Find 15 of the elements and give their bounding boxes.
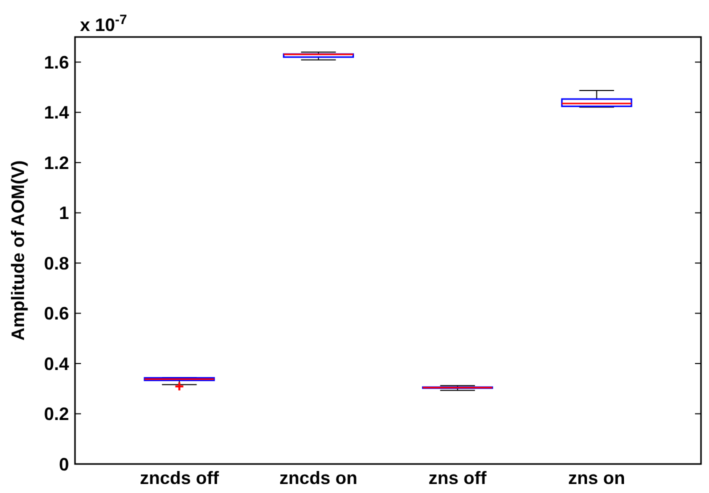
- y-tick-label: 1.2: [44, 152, 69, 173]
- y-tick-label: 0: [58, 454, 69, 474]
- y-tick-label: 1.6: [44, 52, 69, 72]
- x-tick-label: zncds off: [140, 468, 220, 488]
- x-tick-label: zns on: [568, 468, 626, 488]
- y-tick-label: 0.8: [44, 253, 69, 274]
- y-tick-label: 1.4: [44, 102, 69, 123]
- y-tick-label: 0.6: [44, 304, 69, 324]
- y-tick-label: 0.4: [44, 354, 69, 374]
- y-axis-title: Amplitude of AOM(V): [8, 160, 28, 341]
- x-tick-label: zncds on: [279, 468, 358, 488]
- text: x 10$^{-7}$: [80, 12, 128, 35]
- y-tick-label: 1: [58, 203, 69, 224]
- x-tick-label: zns off: [428, 468, 488, 488]
- y-tick-label: 0.2: [44, 404, 69, 424]
